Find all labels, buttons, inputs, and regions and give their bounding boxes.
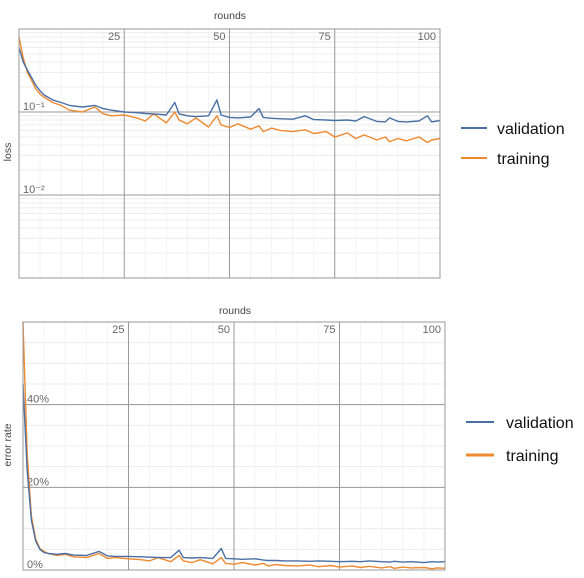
xtick-label: 50	[213, 31, 225, 43]
error-rate-chart-xlabel: rounds	[219, 305, 251, 317]
error-rate-chart-series	[22, 321, 446, 570]
ytick-label: 10⁻²	[23, 184, 45, 196]
loss-chart-ylabel: loss	[2, 143, 14, 162]
ytick-label: 0%	[27, 559, 43, 571]
loss-chart-xlabel: rounds	[214, 10, 246, 22]
ytick-label: 20%	[27, 476, 49, 488]
series-line-training	[18, 36, 441, 144]
legend-validation-label: validation	[497, 121, 565, 138]
ytick-label: 40%	[27, 394, 49, 406]
loss-chart-grid	[19, 29, 440, 278]
error-rate-chart-ticks: 0% 20% 40% 25 50 75 100	[27, 324, 441, 571]
xtick-label: 100	[418, 31, 436, 43]
legend-training-label: training	[506, 448, 558, 465]
error-rate-chart-legend: validation training	[466, 415, 574, 465]
xtick-label: 75	[323, 324, 335, 336]
xtick-label: 25	[108, 31, 120, 43]
xtick-label: 50	[218, 324, 230, 336]
series-line-training	[22, 321, 446, 570]
error-rate-chart-grid	[23, 322, 445, 571]
loss-chart-plot-frame	[18, 28, 441, 279]
loss-chart: rounds loss 10⁻¹ 10⁻² 25 50 75 100 validation…	[2, 10, 565, 279]
loss-chart-series	[18, 36, 441, 144]
xtick-label: 75	[319, 31, 331, 43]
legend-validation-label: validation	[506, 415, 574, 432]
series-line-validation	[22, 383, 446, 564]
ytick-label: 10⁻¹	[23, 101, 45, 113]
error-rate-chart-ylabel: error rate	[2, 423, 14, 466]
xtick-label: 100	[423, 324, 441, 336]
legend-training-label: training	[497, 151, 549, 168]
series-line-validation	[18, 47, 441, 123]
error-rate-chart: rounds error rate 0% 20% 40% 25 50 75 100 vali…	[2, 305, 574, 571]
error-rate-chart-plot-frame	[22, 321, 446, 571]
loss-chart-ticks: 10⁻¹ 10⁻² 25 50 75 100	[23, 31, 436, 196]
xtick-label: 25	[112, 324, 124, 336]
loss-chart-legend: validation training	[461, 121, 565, 168]
